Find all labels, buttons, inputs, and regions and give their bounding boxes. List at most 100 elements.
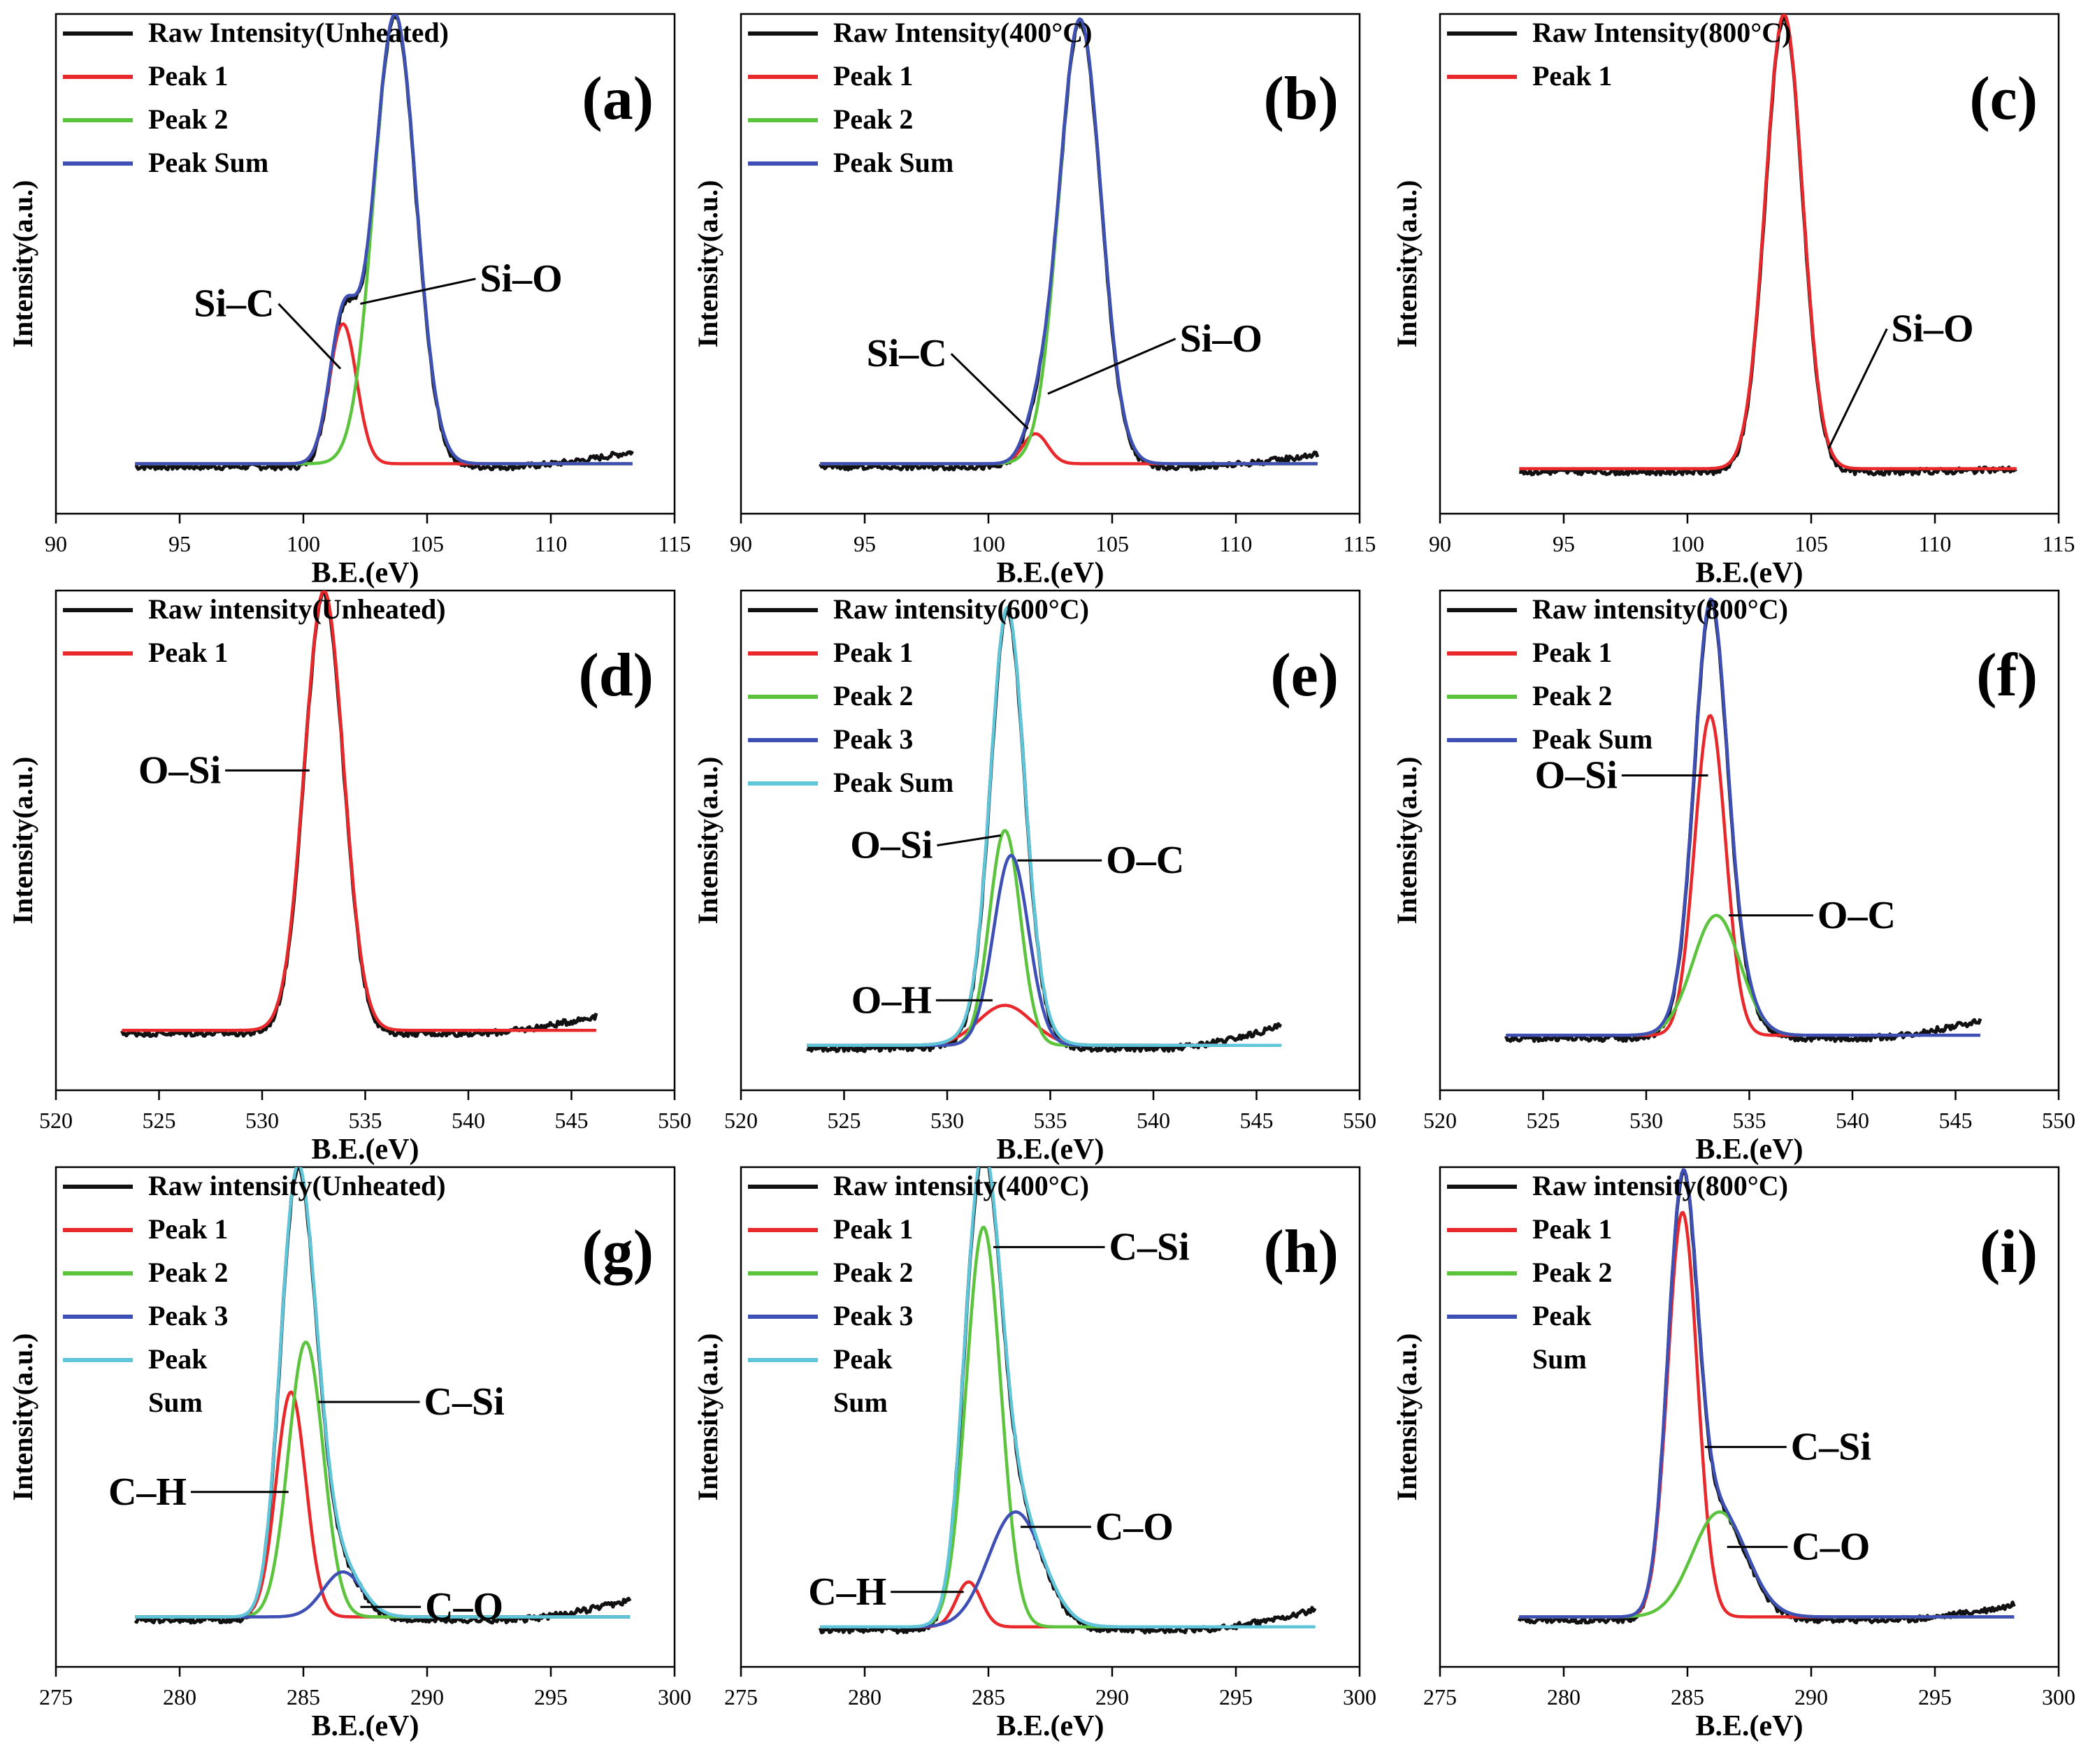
legend-label: Peak 2 [833,1257,913,1288]
peak-annotation: C–Si [1791,1425,1871,1468]
x-tick-label: 535 [1733,1108,1766,1133]
legend-label: Peak 3 [148,1300,228,1331]
x-tick-label: 525 [143,1108,176,1133]
x-tick-label: 280 [848,1684,881,1709]
plot-area [134,14,634,472]
legend-label: Peak 1 [833,637,913,668]
legend-label: Peak 1 [148,1213,228,1245]
peak-annotation: Si–O [1180,317,1262,361]
legend-label: Peak [833,1343,893,1375]
panel-label: (e) [1270,642,1339,709]
legend-label: Peak 2 [1532,1257,1612,1288]
x-tick-label: 530 [1629,1108,1663,1133]
x-tick-label: 105 [1095,531,1129,556]
peak-annotation: Si–C [867,332,947,375]
series-peak-sum [1506,598,1981,1037]
legend-label: Peak Sum [148,147,268,178]
chart-panel-g: 275 280 285 290 295 300 B.E.(eV) Intensity(a.u.… [7,1166,691,1742]
y-axis-title: Intensity(a.u.) [7,756,38,924]
x-tick-label: 110 [1919,531,1952,556]
plot-area [120,591,598,1039]
series-peak-2 [135,1340,631,1619]
legend-label: Peak Sum [833,767,953,798]
x-axis-title: B.E.(eV) [312,1134,419,1166]
series-peak-sum [820,17,1318,465]
x-tick-label: 295 [1918,1684,1952,1709]
legend-label: Peak 3 [833,1300,913,1331]
plot-area [1519,14,2017,477]
peak-annotation: Si–O [1891,307,1973,350]
chart-panel-i: 275 280 285 290 295 300 B.E.(eV) Intensity(a.u.… [1391,1166,2075,1742]
legend-label: Raw Intensity(Unheated) [148,17,449,48]
x-tick-label: 545 [1939,1108,1973,1133]
series-peak-1 [820,432,1318,465]
plot-frame [740,1166,1361,1668]
x-tick-label: 545 [555,1108,589,1133]
legend-label: Raw intensity(400°C) [833,1170,1089,1201]
plot-area [1504,598,1982,1043]
legend-label: Peak Sum [1532,723,1653,755]
annotation-leader-line [360,277,476,305]
annotation-leader-line [1827,328,1888,449]
series-peak-sum [807,606,1282,1047]
x-tick-label: 535 [349,1108,382,1133]
peak-annotation: C–O [1095,1505,1174,1549]
x-tick-label: 295 [534,1684,568,1709]
legend-label: Raw intensity(Unheated) [148,1170,446,1201]
x-tick-label: 90 [1429,531,1451,556]
x-tick-label: 115 [1344,531,1376,556]
x-tick-label: 540 [1137,1108,1170,1133]
legend-label: Peak 2 [148,1257,228,1288]
plot-area [134,1167,632,1625]
panel-label: (a) [582,65,654,133]
x-axis-title: B.E.(eV) [997,1710,1104,1742]
x-tick-label: 100 [1671,531,1704,556]
x-tick-label: 100 [287,531,320,556]
x-tick-label: 550 [658,1108,691,1133]
plot-frame [55,1166,676,1668]
x-tick-label: 100 [972,531,1005,556]
legend-label: Peak 1 [1532,637,1612,668]
peak-annotation: Si–O [480,257,562,301]
x-tick-label: 540 [1836,1108,1869,1133]
legend-label: Peak 2 [148,103,228,135]
legend-label: Sum [1532,1343,1587,1375]
legend-label: Peak [148,1343,208,1375]
panel-label: (g) [582,1218,654,1286]
plot-frame [55,13,676,515]
plot-area [819,17,1320,472]
chart-panel-b: 90 95 100 105 110 115 B.E.(eV) Intensity(a.u.) R… [692,13,1376,589]
x-axis-title: B.E.(eV) [312,557,419,589]
x-tick-label: 525 [1527,1108,1560,1133]
chart-panel-h: 275 280 285 290 295 300 B.E.(eV) Intensity(a.u.… [692,1166,1376,1742]
legend-label: Raw intensity(800°C) [1532,593,1788,625]
annotation-leader-line [1047,338,1176,395]
peak-annotation: C–O [425,1585,503,1628]
y-axis-title: Intensity(a.u.) [1391,180,1423,347]
annotation-leader-line [278,303,342,370]
x-tick-label: 115 [658,531,691,556]
peak-annotation: O–C [1106,839,1184,882]
plot-frame [1439,1166,2060,1668]
x-tick-label: 105 [1794,531,1828,556]
series-peak-1 [135,1390,631,1619]
peak-annotation: C–O [1792,1525,1870,1568]
legend-label: Peak 1 [1532,60,1612,92]
x-tick-label: 110 [1220,531,1253,556]
legend-label: Peak 3 [833,723,913,755]
legend-label: Peak 2 [833,103,913,135]
legend-label: Peak 1 [148,60,228,92]
peak-annotation: C–Si [1109,1225,1190,1268]
legend-label: Peak 1 [833,1213,913,1245]
peak-annotation: O–Si [850,824,933,867]
y-axis-title: Intensity(a.u.) [692,180,723,347]
x-tick-label: 90 [730,531,752,556]
panel-label: (b) [1263,65,1339,133]
chart-panel-d: 520 525 530 535 540 545 550 B.E.(eV) Intensity(a… [7,589,691,1166]
legend-label: Peak 1 [833,60,913,92]
x-tick-label: 95 [1553,531,1575,556]
x-tick-label: 525 [828,1108,861,1133]
x-tick-label: 95 [854,531,876,556]
chart-panel-c: 90 95 100 105 110 115 B.E.(eV) Intensity(a.u.) R… [1391,13,2075,589]
